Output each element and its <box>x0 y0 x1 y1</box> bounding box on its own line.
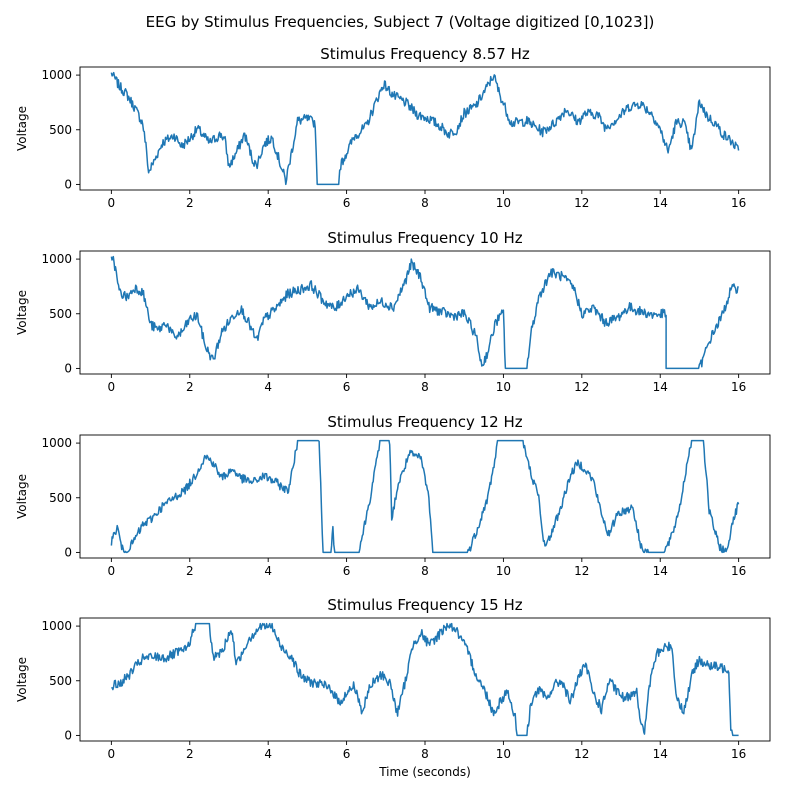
x-tick-label: 12 <box>574 747 589 761</box>
x-tick-label: 10 <box>496 564 511 578</box>
x-axis-label: Time (seconds) <box>378 765 471 779</box>
panel-title: Stimulus Frequency 12 Hz <box>327 413 522 431</box>
x-tick-label: 0 <box>108 747 116 761</box>
x-tick-label: 6 <box>343 380 351 394</box>
plot-frame <box>79 250 771 375</box>
y-tick-label: 0 <box>64 545 72 559</box>
panel-title: Stimulus Frequency 8.57 Hz <box>320 45 530 63</box>
y-tick-label: 1000 <box>41 436 72 450</box>
x-tick-label: 12 <box>574 380 589 394</box>
x-tick-label: 8 <box>421 196 429 210</box>
x-tick-label: 12 <box>574 196 589 210</box>
y-tick-label: 500 <box>49 307 72 321</box>
figure-suptitle: EEG by Stimulus Frequencies, Subject 7 (… <box>146 13 655 31</box>
x-tick-label: 6 <box>343 747 351 761</box>
x-tick-label: 0 <box>108 380 116 394</box>
x-tick-label: 2 <box>186 747 194 761</box>
x-tick-label: 14 <box>653 380 668 394</box>
y-axis-label: Voltage <box>15 106 29 151</box>
panel-3: Stimulus Frequency 12 Hz Voltage 0 2 4 6 8 10 12… <box>15 413 771 578</box>
y-tick-label: 500 <box>49 674 72 688</box>
y-tick-label: 1000 <box>41 68 72 82</box>
y-tick-label: 1000 <box>41 619 72 633</box>
plot-frame <box>79 66 771 191</box>
x-tick-label: 10 <box>496 747 511 761</box>
x-tick-label: 6 <box>343 564 351 578</box>
x-tick-label: 16 <box>731 564 746 578</box>
eeg-signal-line <box>110 255 740 370</box>
eeg-signal-line <box>110 439 740 554</box>
y-tick-label: 500 <box>49 491 72 505</box>
y-tick-label: 0 <box>64 361 72 375</box>
x-tick-label: 0 <box>108 196 116 210</box>
y-axis-label: Voltage <box>15 474 29 519</box>
panel-title: Stimulus Frequency 10 Hz <box>327 229 522 247</box>
eeg-signal-line <box>110 622 739 737</box>
x-tick-label: 10 <box>496 196 511 210</box>
x-tick-label: 14 <box>653 196 668 210</box>
x-tick-label: 4 <box>264 380 272 394</box>
x-tick-label: 0 <box>108 564 116 578</box>
y-axis-label: Voltage <box>15 657 29 702</box>
panel-4: Stimulus Frequency 15 Hz Voltage 0 2 4 6 8 10 12… <box>15 596 771 779</box>
x-tick-label: 2 <box>186 564 194 578</box>
x-tick-label: 4 <box>264 196 272 210</box>
eeg-signal-line <box>110 71 740 186</box>
y-tick-label: 0 <box>64 177 72 191</box>
plot-frame <box>79 617 771 742</box>
x-tick-label: 14 <box>653 747 668 761</box>
x-tick-label: 12 <box>574 564 589 578</box>
x-tick-label: 16 <box>731 380 746 394</box>
x-tick-label: 16 <box>731 747 746 761</box>
x-tick-label: 8 <box>421 380 429 394</box>
y-tick-label: 0 <box>64 728 72 742</box>
x-tick-label: 16 <box>731 196 746 210</box>
x-tick-label: 2 <box>186 196 194 210</box>
x-tick-label: 8 <box>421 564 429 578</box>
x-tick-label: 10 <box>496 380 511 394</box>
x-tick-label: 6 <box>343 196 351 210</box>
y-tick-label: 1000 <box>41 252 72 266</box>
x-tick-label: 4 <box>264 747 272 761</box>
panel-2: Stimulus Frequency 10 Hz Voltage 0 2 4 6 8 10 12… <box>15 229 771 394</box>
x-tick-label: 2 <box>186 380 194 394</box>
x-tick-label: 14 <box>653 564 668 578</box>
y-tick-label: 500 <box>49 123 72 137</box>
y-axis-label: Voltage <box>15 290 29 335</box>
plot-frame <box>79 434 771 559</box>
panel-title: Stimulus Frequency 15 Hz <box>327 596 522 614</box>
panel-1: Stimulus Frequency 8.57 Hz Voltage 0 2 4 6 8 10… <box>15 45 771 210</box>
x-tick-label: 4 <box>264 564 272 578</box>
x-tick-label: 8 <box>421 747 429 761</box>
